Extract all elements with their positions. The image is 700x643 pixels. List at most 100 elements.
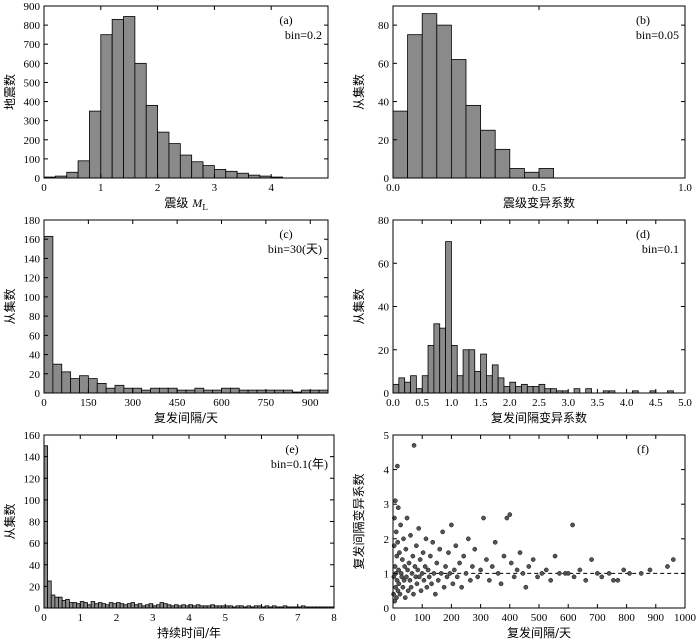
- histogram-bar: [83, 602, 88, 609]
- histogram-bar: [491, 364, 499, 394]
- x-tick-label: 500: [531, 612, 548, 624]
- histogram-bar: [96, 382, 107, 394]
- histogram-bar: [89, 110, 102, 179]
- scatter-point: [606, 571, 612, 576]
- histogram-bar: [132, 387, 143, 394]
- x-tick-label: 300: [125, 397, 142, 409]
- histogram-bar: [157, 131, 170, 179]
- histogram-bar: [94, 603, 99, 609]
- scatter-point: [453, 543, 459, 549]
- y-tick-label: 2: [384, 534, 390, 546]
- scatter-point: [457, 560, 462, 566]
- scatter-point: [647, 567, 653, 573]
- panel-b: 0.0 0.5 1.0 0 20 40 60 80 震级变异系数 从集数 (b)bin=0.05: [351, 5, 692, 210]
- x-tick-label: 0.0: [386, 182, 400, 194]
- y-tick-label: 80: [29, 311, 41, 323]
- histogram-bar: [544, 388, 552, 394]
- scatter-point: [399, 557, 405, 562]
- scatter-point: [470, 564, 475, 569]
- scatter-point: [495, 571, 501, 576]
- x-tick-label: 200: [443, 612, 460, 624]
- scatter-point: [475, 574, 481, 580]
- histogram-bar: [538, 168, 555, 179]
- histogram-bar: [410, 375, 417, 394]
- histogram-bar: [450, 345, 458, 394]
- scatter-point: [397, 550, 402, 555]
- panel-label: (a): [279, 13, 292, 27]
- panel-label: (f): [637, 442, 649, 456]
- scatter-point: [417, 557, 423, 562]
- scatter-point: [481, 515, 486, 521]
- y-tick-label: 120: [24, 473, 41, 485]
- x-axis-title: 震级变异系数: [503, 195, 575, 210]
- scatter-point: [403, 546, 409, 552]
- x-tick-label: 5: [223, 612, 229, 624]
- x-tick-label: 4: [186, 612, 192, 624]
- histogram-bar: [439, 327, 446, 394]
- x-tick-label: 3.0: [561, 397, 575, 409]
- panel-d: 0.0 0.5 1.0 1.5 2.0 2.5 3.0 3.5 4.0 4.5 5.0 0 20 40 60…: [351, 215, 692, 425]
- x-tick-label: 1.5: [474, 397, 488, 409]
- histogram-bar: [97, 602, 103, 609]
- y-axis-title: 从集数: [2, 503, 17, 539]
- y-axis-title: 地震数: [2, 74, 17, 110]
- scatter-point: [414, 581, 420, 587]
- scatter-point: [517, 550, 523, 555]
- x-axis-title-text: 复发间隔/天: [154, 410, 218, 425]
- scatter-point: [408, 532, 413, 538]
- y-tick-label: 60: [29, 538, 41, 550]
- histogram-bar: [573, 388, 581, 394]
- scatter-point: [405, 567, 410, 573]
- x-axis-title: 复发间隔变异系数: [491, 410, 587, 425]
- scatter-point: [419, 571, 425, 576]
- scatter-point: [478, 567, 483, 573]
- panel-label: (d): [636, 227, 650, 241]
- scatter-point: [401, 577, 407, 583]
- scatter-point: [543, 567, 549, 573]
- scatter-point: [393, 584, 398, 590]
- histogram-bar: [105, 387, 116, 394]
- scatter-point: [504, 515, 510, 521]
- scatter-point: [501, 553, 507, 559]
- histogram-bar: [462, 349, 470, 394]
- y-tick-label: 180: [24, 215, 41, 227]
- y-tick-label: 400: [24, 97, 41, 109]
- histogram-bar: [465, 104, 482, 179]
- scatter-point: [410, 553, 416, 559]
- histogram-bar: [229, 387, 240, 394]
- histogram-bar: [148, 603, 154, 609]
- histogram-bar: [137, 603, 143, 609]
- scatter-point: [422, 564, 428, 569]
- histogram-bar: [52, 363, 63, 394]
- histogram-bar: [134, 62, 147, 179]
- histogram-bar: [130, 602, 136, 609]
- scatter-point: [415, 567, 421, 573]
- scatter-point: [438, 571, 444, 576]
- scatter-point: [392, 564, 398, 569]
- y-tick-label: 700: [24, 39, 41, 51]
- histogram-bar: [145, 104, 159, 179]
- scatter-point: [459, 584, 464, 590]
- histogram-bar: [43, 235, 54, 394]
- x-tick-label: 150: [80, 397, 97, 409]
- histogram-bar: [65, 598, 70, 609]
- x-tick-label: 100: [414, 612, 431, 624]
- scatter-point: [595, 571, 600, 576]
- x-tick-label: 0.5: [415, 397, 429, 409]
- y-tick-label: 900: [24, 1, 41, 13]
- scatter-point: [589, 557, 594, 562]
- scatter-point: [565, 571, 571, 576]
- y-tick-label: 120: [24, 273, 41, 285]
- x-tick-label: 900: [302, 397, 319, 409]
- plot-frame: [43, 219, 329, 394]
- scatter-point: [424, 584, 430, 590]
- scatter-point: [411, 591, 416, 597]
- histogram-bar: [54, 596, 59, 609]
- scatter-point: [557, 571, 562, 576]
- scatter-point: [435, 577, 441, 583]
- scatter-point: [552, 553, 558, 559]
- scatter-point: [395, 463, 400, 469]
- histogram-bar: [524, 171, 540, 179]
- x-tick-label: 7: [295, 612, 301, 624]
- bin-annotation: bin=0.2: [285, 28, 322, 42]
